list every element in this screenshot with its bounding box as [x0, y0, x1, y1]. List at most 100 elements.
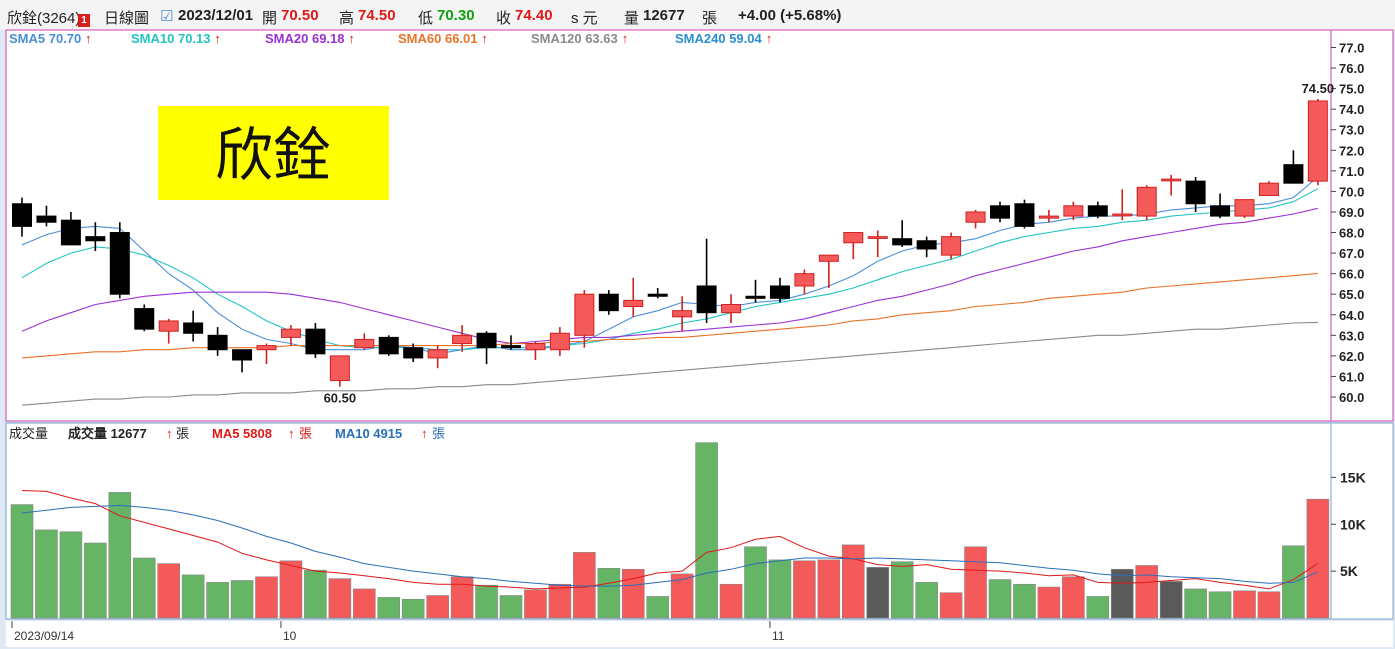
volume-unit: 張 [702, 10, 718, 27]
candle-body [60, 219, 81, 246]
high-label: 高 [339, 10, 355, 27]
volume-bar [670, 573, 694, 619]
candle-body [769, 285, 790, 299]
candle-body [1185, 180, 1206, 205]
volume-legend-ma10: MA10 4915 [335, 426, 402, 441]
candle-body [36, 215, 57, 223]
volume-bar [230, 580, 254, 619]
price-tick-label: 71.0 [1339, 164, 1364, 179]
candle-body [843, 232, 864, 244]
ma-legend-item: SMA60 66.01 [398, 31, 478, 46]
candle-body [1087, 205, 1108, 217]
price-tick-label: 76.0 [1339, 61, 1364, 76]
price-tick-label: 64.0 [1339, 308, 1364, 323]
price-tick-label: 69.0 [1339, 205, 1364, 220]
volume-bar [964, 546, 987, 619]
volume-bar [59, 531, 83, 619]
candle-body [85, 236, 106, 242]
stock-name[interactable]: 欣銓(3264) [7, 10, 81, 27]
candle-body [1112, 213, 1133, 217]
volume-bar [866, 567, 890, 619]
chart-kind[interactable]: 日線圖 [104, 10, 150, 27]
price-annotations: 60.50 74.50 [324, 81, 1335, 406]
ma-legend-item: SMA10 70.13 [131, 31, 211, 46]
volume-bar [84, 542, 107, 619]
ma-legend-item: SMA20 69.18 [265, 31, 345, 46]
candle-body [403, 347, 424, 359]
volume-bar [255, 576, 278, 619]
candle-body [427, 349, 448, 359]
volume-bar [328, 578, 352, 619]
date-tick-label: 10 [283, 629, 297, 643]
volume-bar [646, 596, 670, 619]
candle-body [672, 310, 693, 318]
price-tick-label: 62.0 [1339, 349, 1364, 364]
candle-body [574, 293, 595, 336]
volume-bar [279, 560, 303, 619]
alert-badge-icon[interactable]: 1 [78, 14, 90, 27]
volume-ma-line-ma5 [21, 490, 1319, 590]
quote-date: 2023/12/01 [178, 7, 254, 24]
volume-bar [401, 598, 425, 619]
candle-body [501, 345, 521, 349]
price-axis-panel [1330, 29, 1394, 422]
volume-bar [1233, 590, 1256, 619]
up-arrow-icon: ↑ [288, 426, 295, 441]
candle-body [794, 273, 815, 287]
up-arrow-icon: ↑ [166, 426, 173, 441]
volume-bar [695, 442, 718, 619]
ma-legend-item: SMA120 63.63 [531, 31, 618, 46]
volume-bar [1208, 591, 1232, 619]
candle-body [745, 295, 766, 299]
candle-body [1258, 182, 1279, 197]
volume-bar [1184, 588, 1207, 619]
volume-bar [841, 544, 865, 619]
price-tick-label: 75.0 [1339, 82, 1364, 97]
volume-legend-ma10-unit: 張 [432, 426, 445, 441]
volume-bar [890, 561, 914, 619]
price-tick-label: 61.0 [1339, 369, 1364, 384]
candle-body [941, 236, 962, 256]
volume-bar [719, 583, 743, 619]
candle-body [1014, 203, 1035, 227]
volume-bar [817, 559, 841, 619]
candle-body [623, 299, 644, 308]
date-tick-label: 2023/09/14 [14, 629, 74, 643]
candle-body [1234, 199, 1255, 217]
volume-bar [597, 568, 621, 619]
up-arrow-icon: ↑ [85, 31, 92, 46]
open-value: 70.50 [281, 7, 319, 24]
volume-legend-vol-unit: 張 [176, 426, 189, 441]
up-arrow-icon: ↑ [766, 31, 773, 46]
volume-bar [1306, 498, 1330, 619]
volume-bar [132, 557, 156, 619]
volume-ma-line-ma10 [21, 504, 1319, 587]
volume-panel [5, 422, 1332, 620]
candle-body [1063, 205, 1084, 217]
candle-body [1161, 178, 1182, 182]
price-tick-label: 77.0 [1339, 41, 1364, 56]
volume-bar [108, 492, 132, 619]
candle-body [452, 334, 473, 345]
price-axis-ticks: 77.0 76.0 75.0 74.0 73.0 72.0 71.0 70.0 69.0 68.0… [1331, 41, 1364, 405]
low-value: 70.30 [437, 7, 475, 24]
volume-bar [206, 582, 229, 619]
price-tick-label: 67.0 [1339, 246, 1364, 261]
checkbox-icon[interactable]: ☑ [160, 8, 174, 25]
volume-panel-title: 成交量 [9, 426, 48, 441]
volume-bar [181, 574, 205, 619]
volume-bar [793, 560, 816, 619]
price-panel [5, 29, 1332, 422]
overlay-title: 欣銓 [215, 121, 331, 189]
ma-legend: SMA5 70.70 ↑ SMA10 70.13 ↑ SMA20 69.18 ↑ SMA60… [9, 31, 772, 46]
price-tick-label: 72.0 [1339, 143, 1364, 158]
candle-body [232, 349, 253, 361]
volume-bar [499, 595, 523, 619]
volume-legend-ma5-unit: 張 [299, 426, 312, 441]
ma-legend-item: SMA240 59.04 [675, 31, 762, 46]
high-value: 74.50 [358, 7, 396, 24]
volume-bar [988, 579, 1012, 619]
close-label: 收 [496, 10, 512, 27]
volume-ma-lines [21, 490, 1319, 590]
candle-body [1038, 215, 1059, 219]
